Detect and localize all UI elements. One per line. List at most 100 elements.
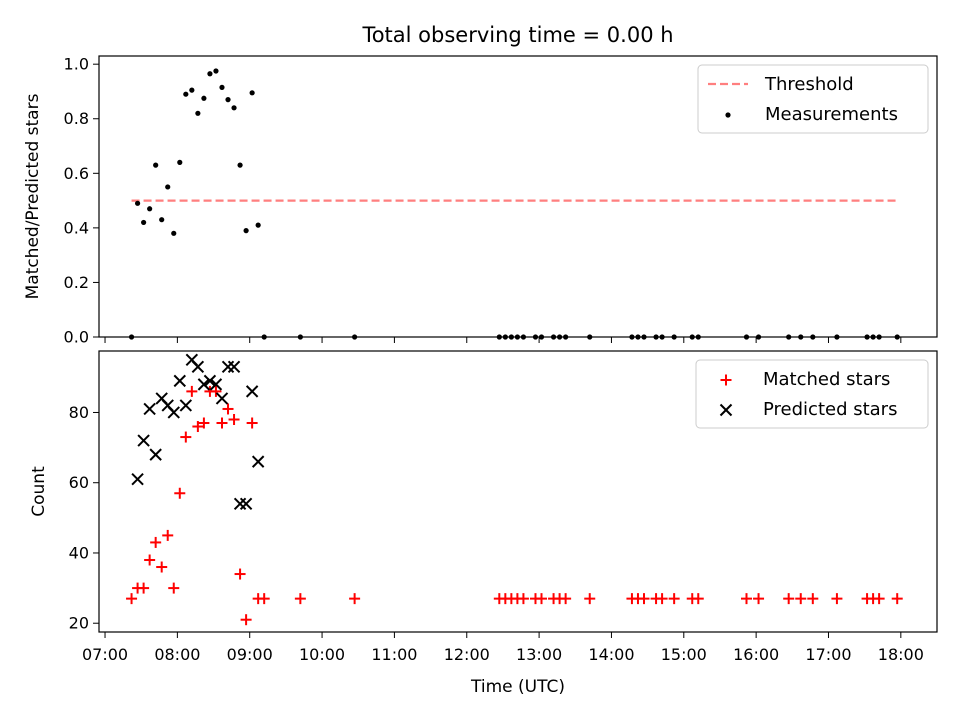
ratio-y-tick-label: 1.0 bbox=[64, 55, 89, 74]
predicted-star-point bbox=[143, 402, 156, 416]
measurement-point bbox=[225, 97, 231, 103]
matched-star-point bbox=[234, 568, 246, 580]
time-x-tick-label: 17:00 bbox=[805, 645, 851, 664]
measurements-legend-label: Measurements bbox=[765, 104, 898, 125]
ratio-axes-frame bbox=[98, 55, 938, 338]
time-x-tick-label: 13:00 bbox=[516, 645, 562, 664]
ratio-y-axis: 0.0 0.2 0.4 0.6 0.8 1.0 bbox=[64, 55, 99, 347]
matched-star-point bbox=[138, 582, 150, 594]
matched-star-point bbox=[162, 529, 174, 541]
predicted-star-point bbox=[197, 378, 211, 391]
x-axis-label: Time (UTC) bbox=[470, 677, 565, 697]
predicted-star-point-b bbox=[179, 399, 193, 412]
matched-legend-marker bbox=[720, 374, 732, 386]
matched-star-point bbox=[186, 385, 198, 397]
matched-star-point bbox=[294, 593, 306, 605]
time-x-tick-label: 12:00 bbox=[444, 645, 490, 664]
count-panel: Count Time (UTC) 20 40 60 80 07:00 08:00 09:0… bbox=[29, 350, 938, 697]
count-y-tick-label: 80 bbox=[69, 403, 89, 422]
predicted-star-point-b bbox=[203, 374, 217, 388]
predicted-star-point-b bbox=[209, 378, 223, 391]
predicted-star-point-b bbox=[197, 378, 211, 391]
matched-star-point bbox=[517, 593, 529, 605]
measurement-point bbox=[201, 95, 207, 101]
matched-star-point bbox=[180, 431, 192, 443]
matched-star-point bbox=[156, 561, 168, 573]
measurement-point bbox=[171, 230, 177, 236]
matched-star-point bbox=[150, 536, 162, 548]
measurement-point bbox=[165, 184, 171, 190]
predicted-star-point bbox=[215, 392, 229, 405]
matched-star-point bbox=[126, 593, 138, 605]
matched-star-point bbox=[795, 593, 807, 605]
ratio-y-axis-label: Matched/Predicted stars bbox=[23, 93, 43, 299]
time-x-tick-label: 07:00 bbox=[82, 645, 128, 664]
threshold-legend-label: Threshold bbox=[764, 74, 854, 95]
predicted-legend-marker bbox=[719, 403, 733, 417]
predicted-legend-label: Predicted stars bbox=[763, 399, 897, 420]
matched-star-point bbox=[240, 614, 252, 626]
ratio-y-tick-label: 0.0 bbox=[64, 328, 89, 347]
time-x-axis: 07:00 08:00 09:00 10:00 11:00 12:00 13:00 14:00… bbox=[82, 632, 924, 664]
matched-star-point bbox=[656, 593, 668, 605]
matched-legend-label: Matched stars bbox=[763, 369, 890, 390]
time-x-tick-label: 10:00 bbox=[299, 645, 345, 664]
matched-star-point bbox=[198, 417, 210, 429]
measurement-point bbox=[189, 87, 195, 93]
count-y-tick-label: 40 bbox=[69, 543, 89, 562]
count-legend: Matched stars Predicted stars bbox=[695, 359, 929, 429]
matched-star-point bbox=[258, 593, 270, 605]
matched-star-point bbox=[192, 421, 204, 433]
matched-star-point bbox=[174, 487, 186, 499]
measurement-point bbox=[147, 206, 153, 212]
count-y-tick-label: 20 bbox=[69, 614, 89, 633]
predicted-legend-marker-b bbox=[719, 403, 733, 417]
predicted-star-point-b bbox=[131, 472, 144, 486]
count-y-tick-label: 60 bbox=[69, 473, 89, 492]
matched-star-point bbox=[210, 385, 222, 397]
predicted-star-point bbox=[203, 374, 217, 388]
measurement-point bbox=[195, 110, 201, 116]
matched-legend-swatch bbox=[720, 374, 732, 386]
ratio-x-axis bbox=[104, 337, 902, 343]
time-x-tick-label: 09:00 bbox=[227, 645, 273, 664]
predicted-star-point bbox=[137, 434, 150, 447]
count-y-axis-label: Count bbox=[29, 466, 49, 517]
predicted-star-point-b bbox=[185, 353, 199, 366]
matched-star-point bbox=[349, 593, 361, 605]
time-x-tick-label: 11:00 bbox=[371, 645, 417, 664]
matched-star-point bbox=[783, 593, 795, 605]
measurement-point bbox=[243, 228, 249, 234]
predicted-star-point bbox=[239, 497, 253, 511]
matched-star-point bbox=[807, 593, 819, 605]
matched-star-point bbox=[222, 403, 234, 415]
measurement-point bbox=[231, 105, 237, 111]
matched-star-point bbox=[246, 417, 258, 429]
predicted-star-point bbox=[209, 378, 223, 391]
measurement-point bbox=[213, 68, 219, 74]
matched-star-point bbox=[668, 593, 680, 605]
measurement-point bbox=[207, 71, 213, 77]
measurement-point bbox=[134, 200, 141, 206]
matched-star-point bbox=[168, 582, 180, 594]
predicted-star-point-b bbox=[161, 399, 174, 412]
ratio-legend: Threshold Measurements bbox=[697, 64, 929, 134]
time-x-tick-label: 14:00 bbox=[588, 645, 634, 664]
predicted-star-point-b bbox=[173, 374, 186, 388]
count-legend-box bbox=[695, 359, 929, 429]
ratio-y-tick-label: 0.8 bbox=[64, 109, 89, 128]
predicted-star-point-b bbox=[245, 385, 259, 398]
measurement-point bbox=[183, 91, 189, 97]
measurement-point bbox=[249, 90, 255, 96]
matched-star-point bbox=[228, 413, 240, 425]
predicted-star-point-b bbox=[167, 406, 180, 419]
predicted-star-point bbox=[179, 399, 193, 412]
predicted-star-point bbox=[173, 374, 186, 388]
time-x-tick-label: 15:00 bbox=[661, 645, 707, 664]
matched-star-point bbox=[536, 593, 548, 605]
predicted-star-point-b bbox=[191, 360, 205, 374]
measurement-point bbox=[237, 162, 243, 168]
predicted-legend-swatch bbox=[719, 403, 733, 417]
predicted-star-point bbox=[149, 448, 162, 461]
